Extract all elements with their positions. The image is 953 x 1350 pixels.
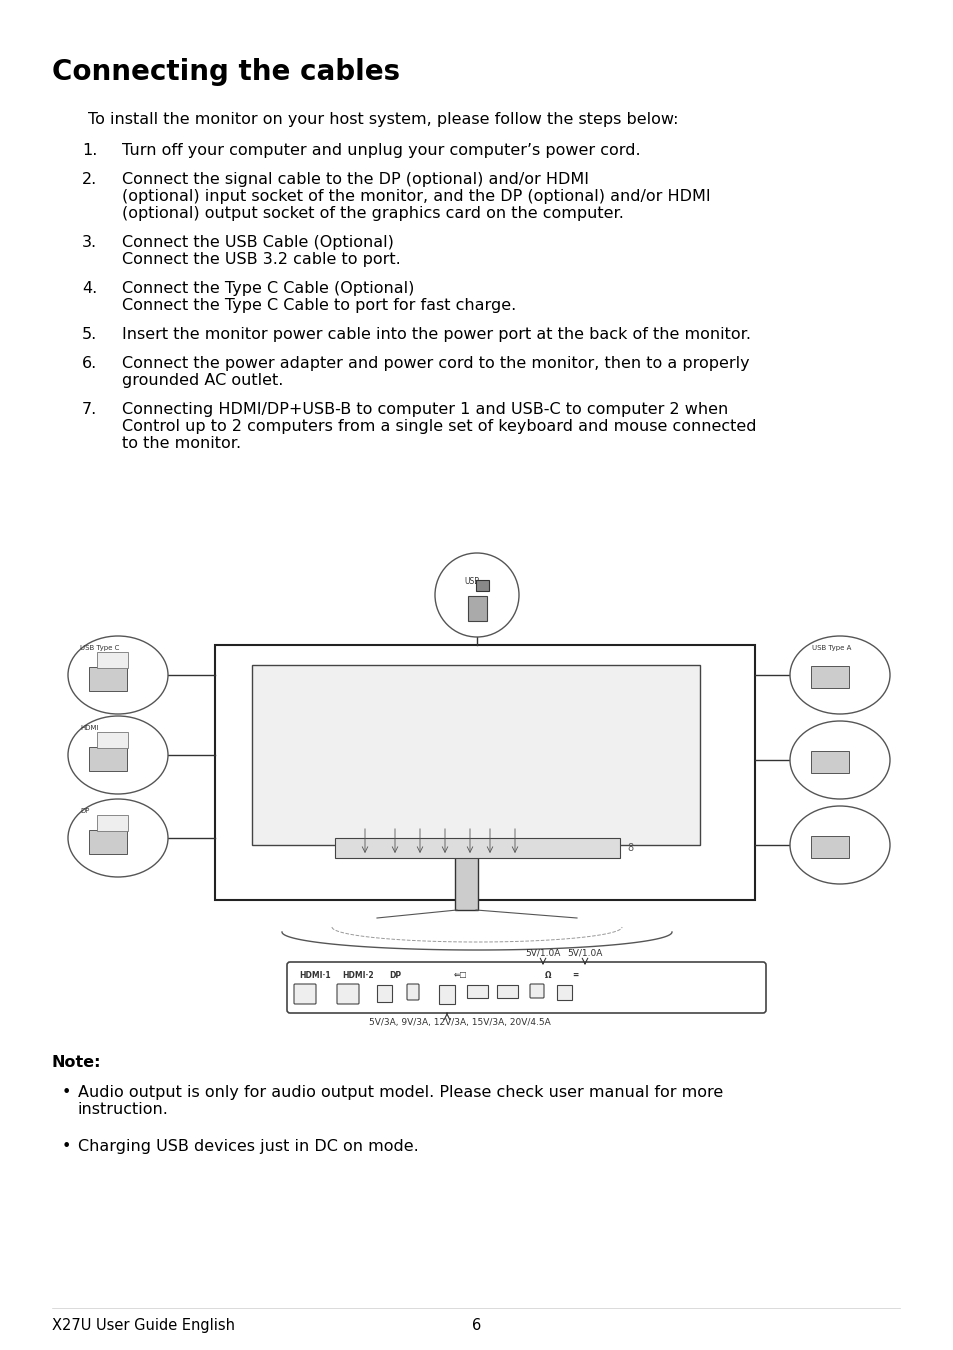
- Text: Connect the Type C Cable to port for fast charge.: Connect the Type C Cable to port for fas…: [122, 298, 516, 313]
- Text: Connect the Type C Cable (Optional): Connect the Type C Cable (Optional): [122, 281, 414, 296]
- Text: X27U User Guide English: X27U User Guide English: [52, 1318, 234, 1332]
- Text: DP: DP: [389, 971, 400, 980]
- Text: USB: USB: [463, 578, 478, 586]
- Ellipse shape: [68, 636, 168, 714]
- Text: USB Type A: USB Type A: [811, 645, 850, 651]
- Text: Control up to 2 computers from a single set of keyboard and mouse connected: Control up to 2 computers from a single …: [122, 418, 756, 433]
- FancyBboxPatch shape: [377, 984, 392, 1002]
- Text: 4.: 4.: [82, 281, 97, 296]
- FancyBboxPatch shape: [467, 984, 488, 998]
- Text: Insert the monitor power cable into the power port at the back of the monitor.: Insert the monitor power cable into the …: [122, 327, 750, 342]
- FancyBboxPatch shape: [335, 838, 619, 859]
- Ellipse shape: [789, 636, 889, 714]
- Text: HDMI·1: HDMI·1: [299, 971, 331, 980]
- FancyBboxPatch shape: [476, 580, 489, 591]
- FancyBboxPatch shape: [336, 984, 358, 1004]
- Text: Connecting the cables: Connecting the cables: [52, 58, 399, 86]
- Text: (optional) output socket of the graphics card on the computer.: (optional) output socket of the graphics…: [122, 207, 623, 221]
- FancyBboxPatch shape: [497, 984, 518, 998]
- Ellipse shape: [789, 806, 889, 884]
- FancyBboxPatch shape: [530, 984, 543, 998]
- Text: 2.: 2.: [82, 171, 97, 188]
- Text: •: •: [61, 1139, 71, 1154]
- Text: Charging USB devices just in DC on mode.: Charging USB devices just in DC on mode.: [78, 1139, 418, 1154]
- Text: 6: 6: [472, 1318, 481, 1332]
- Text: 5V/1.0A: 5V/1.0A: [567, 949, 602, 958]
- Text: Audio output is only for audio output model. Please check user manual for more: Audio output is only for audio output mo…: [78, 1085, 722, 1100]
- Text: (optional) input socket of the monitor, and the DP (optional) and/or HDMI: (optional) input socket of the monitor, …: [122, 189, 710, 204]
- FancyBboxPatch shape: [468, 595, 487, 621]
- Text: USB Type C: USB Type C: [80, 645, 119, 651]
- FancyBboxPatch shape: [97, 732, 129, 748]
- Text: 5V/3A, 9V/3A, 12V/3A, 15V/3A, 20V/4.5A: 5V/3A, 9V/3A, 12V/3A, 15V/3A, 20V/4.5A: [369, 1018, 550, 1027]
- FancyBboxPatch shape: [214, 645, 754, 900]
- Text: ⇐□: ⇐□: [453, 971, 466, 980]
- Text: Note:: Note:: [52, 1054, 101, 1071]
- Text: Connect the signal cable to the DP (optional) and/or HDMI: Connect the signal cable to the DP (opti…: [122, 171, 588, 188]
- FancyBboxPatch shape: [810, 836, 848, 859]
- Text: 1.: 1.: [82, 143, 97, 158]
- Text: HDMI·2: HDMI·2: [342, 971, 374, 980]
- FancyBboxPatch shape: [439, 984, 455, 1003]
- Text: To install the monitor on your host system, please follow the steps below:: To install the monitor on your host syst…: [88, 112, 678, 127]
- Text: •: •: [61, 1085, 71, 1100]
- Text: 8: 8: [626, 842, 633, 853]
- FancyBboxPatch shape: [287, 963, 765, 1012]
- Text: instruction.: instruction.: [78, 1102, 169, 1116]
- Ellipse shape: [68, 716, 168, 794]
- Text: Turn off your computer and unplug your computer’s power cord.: Turn off your computer and unplug your c…: [122, 143, 640, 158]
- FancyBboxPatch shape: [407, 984, 418, 1000]
- FancyBboxPatch shape: [810, 666, 848, 688]
- Ellipse shape: [68, 799, 168, 878]
- Text: Connect the power adapter and power cord to the monitor, then to a properly: Connect the power adapter and power cord…: [122, 356, 749, 371]
- Text: Connecting HDMI/DP+USB-B to computer 1 and USB-C to computer 2 when: Connecting HDMI/DP+USB-B to computer 1 a…: [122, 402, 727, 417]
- FancyBboxPatch shape: [557, 984, 572, 999]
- FancyBboxPatch shape: [455, 855, 477, 910]
- FancyBboxPatch shape: [89, 830, 127, 855]
- Text: to the monitor.: to the monitor.: [122, 436, 241, 451]
- Text: DP: DP: [80, 809, 90, 814]
- Text: HDMI: HDMI: [80, 725, 98, 730]
- Ellipse shape: [789, 721, 889, 799]
- Text: 6.: 6.: [82, 356, 97, 371]
- FancyBboxPatch shape: [89, 667, 127, 691]
- Text: Ω: Ω: [544, 971, 551, 980]
- FancyBboxPatch shape: [294, 984, 315, 1004]
- FancyBboxPatch shape: [97, 814, 129, 830]
- FancyBboxPatch shape: [89, 747, 127, 771]
- Text: Connect the USB 3.2 cable to port.: Connect the USB 3.2 cable to port.: [122, 252, 400, 267]
- Text: 5V/1.0A: 5V/1.0A: [525, 949, 560, 958]
- Text: 3.: 3.: [82, 235, 97, 250]
- Text: 7.: 7.: [82, 402, 97, 417]
- Text: Connect the USB Cable (Optional): Connect the USB Cable (Optional): [122, 235, 394, 250]
- FancyBboxPatch shape: [97, 652, 129, 667]
- FancyBboxPatch shape: [810, 751, 848, 774]
- Text: 5.: 5.: [82, 327, 97, 342]
- Text: =: =: [571, 971, 578, 980]
- FancyBboxPatch shape: [252, 666, 700, 845]
- Circle shape: [435, 554, 518, 637]
- Text: grounded AC outlet.: grounded AC outlet.: [122, 373, 283, 387]
